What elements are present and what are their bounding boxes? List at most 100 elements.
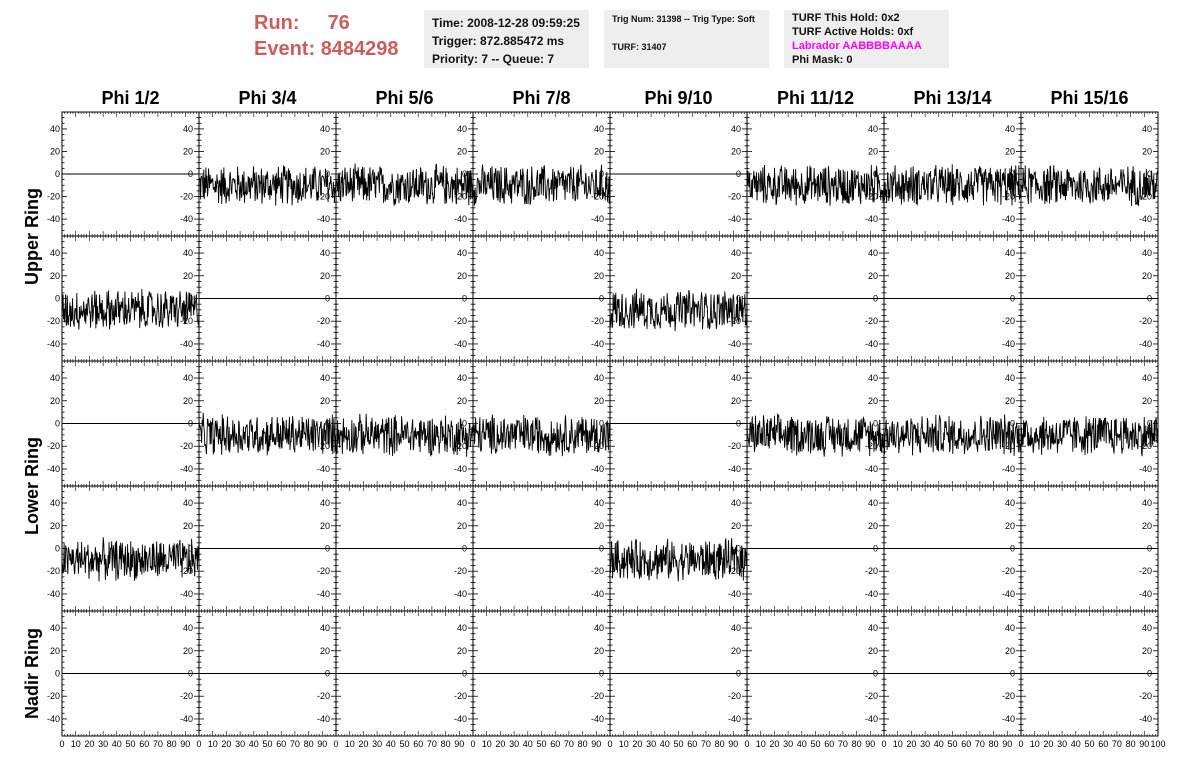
y-tick-label: 20 [183,146,193,156]
y-tick-label: 40 [50,498,60,508]
panel-r3-c3: -40 -20 0 20 40 [335,360,474,487]
y-tick-label: -40 [1139,464,1152,474]
phi-mask-text: Phi Mask: 0 [792,54,853,66]
y-tick-label: 0 [599,419,604,429]
row-title-upper-ring: Upper Ring [22,188,42,285]
panel-frame [198,360,337,487]
y-tick-label: 0 [736,294,741,304]
y-tick-label: 40 [1005,248,1015,258]
y-tick-label: 20 [594,521,604,531]
y-tick-label: -40 [180,339,193,349]
panel-frame [746,111,885,237]
y-tick-label: 20 [594,146,604,156]
y-tick-label: -20 [591,566,604,576]
y-tick-label: -20 [1139,316,1152,326]
y-tick-label: 20 [1005,271,1015,281]
y-tick-label: -40 [865,214,878,224]
waveform-trace [883,164,1022,206]
y-tick-label: -20 [317,316,330,326]
labrador-text: Labrador AABBBBAAAA [792,40,922,52]
y-tick-label: -20 [865,441,878,451]
y-tick-label: 40 [594,373,604,383]
panel-frame [61,235,200,362]
y-tick-label: -20 [865,192,878,202]
turf-info-box: TURF This Hold: 0x2 TURF Active Holds: 0… [784,10,949,68]
column-title-5: Phi 9/10 [644,88,712,108]
y-tick-label: 40 [457,373,467,383]
y-tick-label: 40 [50,373,60,383]
waveform-trace [1020,165,1159,207]
panel-frame [335,360,474,487]
y-tick-label: -40 [180,214,193,224]
y-tick-label: -20 [180,691,193,701]
y-tick-label: -40 [454,214,467,224]
y-tick-label: -40 [1139,589,1152,599]
y-tick-label: -40 [454,589,467,599]
column-title-4: Phi 7/8 [512,88,570,108]
y-tick-label: -40 [728,589,741,599]
waveform-trace [609,288,748,332]
y-tick-label: -20 [454,192,467,202]
y-tick-label: -40 [47,214,60,224]
y-tick-label: 40 [183,124,193,134]
column-title-3: Phi 5/6 [375,88,433,108]
waveform-trace [1020,416,1159,457]
y-tick-label: -40 [454,339,467,349]
y-tick-label: 40 [50,248,60,258]
y-tick-label: 40 [320,248,330,258]
row-title-lower-ring: Lower Ring [22,437,42,535]
column-title-7: Phi 13/14 [913,88,991,108]
panel-r4-c1: -40 -40 -20 -20 0 0 20 20 40 40 [47,485,200,612]
y-tick-label: 40 [1005,373,1015,383]
y-tick-label: 40 [183,498,193,508]
y-tick-label: 40 [320,373,330,383]
y-tick-label: -20 [865,566,878,576]
turf-active-holds-text: TURF Active Holds: 0xf [792,26,914,38]
y-tick-label: 40 [1005,124,1015,134]
y-tick-label: 40 [320,124,330,134]
y-tick-label: -40 [317,214,330,224]
time-info-box: Time: 2008-12-28 09:59:25 Trigger: 872.8… [424,10,589,68]
y-tick-label: 20 [183,521,193,531]
panel-r3-c6: -40 -20 0 20 40 [746,360,885,487]
y-tick-label: 20 [50,521,60,531]
y-tick-label: 40 [50,124,60,134]
waveform-trace [472,164,611,206]
y-tick-label: -20 [454,566,467,576]
y-tick-label: 40 [731,248,741,258]
y-tick-label: 40 [594,498,604,508]
y-tick-label: 40 [868,373,878,383]
y-tick-label: -20 [47,691,60,701]
y-tick-label: 20 [50,146,60,156]
y-tick-label: 40 [731,373,741,383]
y-tick-label: 40 [868,498,878,508]
run-value: 76 [327,12,350,34]
y-tick-label: -20 [47,192,60,202]
event-line: Event: 8484298 [254,36,399,62]
waveform-trace [198,412,337,456]
y-tick-label: -40 [317,589,330,599]
y-tick-label: -20 [1002,316,1015,326]
y-tick-label: 20 [868,521,878,531]
y-tick-label: -20 [1139,441,1152,451]
y-tick-label: -40 [47,714,60,724]
y-tick-label: 20 [320,146,330,156]
y-tick-label: -20 [728,441,741,451]
y-tick-label: 40 [1142,248,1152,258]
